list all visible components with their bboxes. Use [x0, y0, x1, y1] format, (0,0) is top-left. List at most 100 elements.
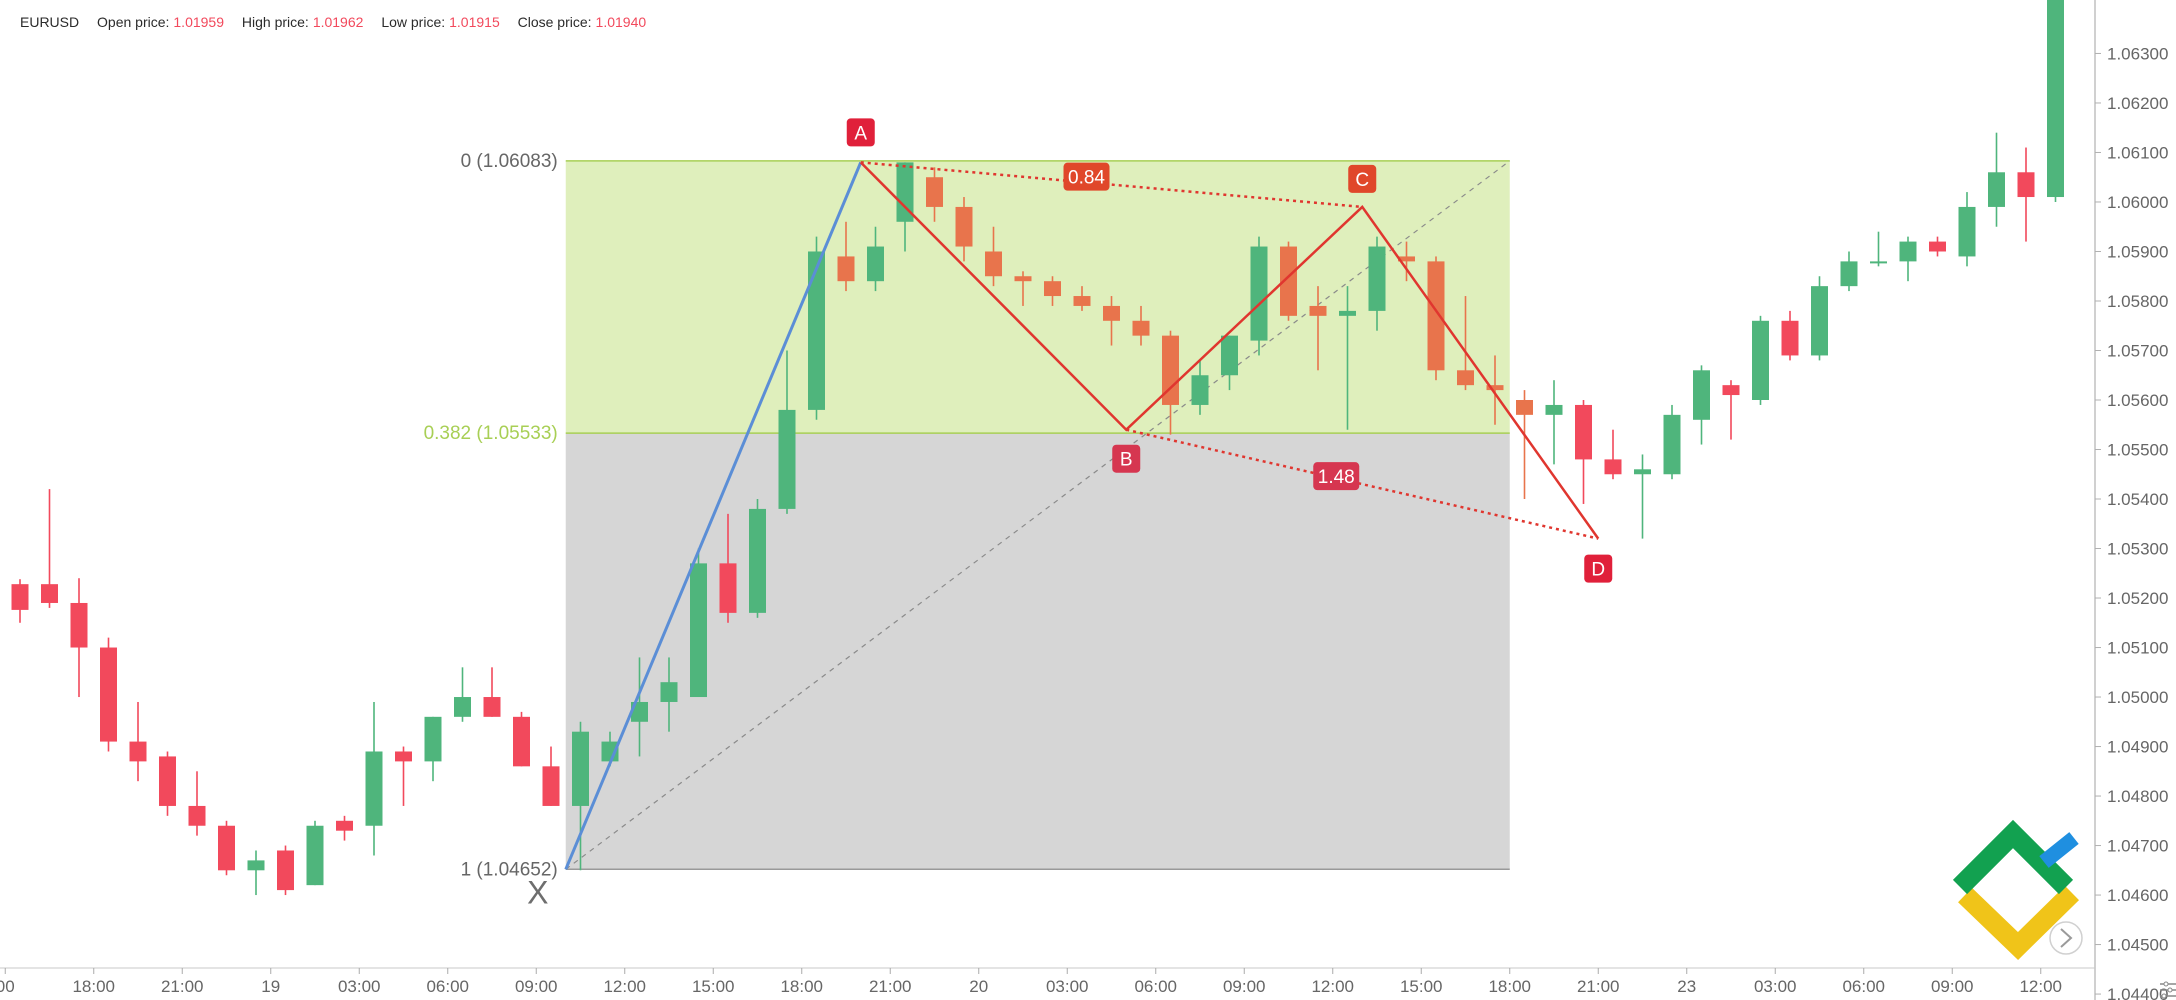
candle [1958, 192, 1976, 267]
candle-body [660, 682, 678, 702]
logo-blue-stroke [2039, 832, 2079, 868]
time-tick-label: 19 [261, 977, 280, 996]
point-label-b-text: B [1120, 450, 1133, 471]
candle-body [1899, 241, 1917, 262]
candle-body [11, 584, 29, 610]
price-axis[interactable]: 1.04400 1.04500 1.04600 1.04700 1.04800 1.049… [2094, 0, 2168, 1000]
candle-body [896, 162, 914, 222]
point-label-d-bg [1584, 554, 1613, 583]
candle-body [1722, 385, 1740, 396]
price-tick-label: 1.06100 [2107, 143, 2168, 162]
price-tick-label: 1.05500 [2107, 441, 2168, 460]
point-label-d-text: D [1591, 560, 1605, 581]
candle [1899, 236, 1917, 282]
candle-body [985, 251, 1002, 277]
chevron-right-icon [2060, 928, 2073, 948]
point-label-b-bg [1112, 444, 1141, 473]
candles [11, 0, 2064, 896]
candle-body [1781, 320, 1799, 356]
time-tick-label: 06:00 [1842, 977, 1885, 996]
candle [1634, 454, 1651, 539]
point-label-x: X [527, 874, 548, 910]
candle-body [424, 716, 442, 762]
ratio-bd-label: 1.48 [1313, 462, 1360, 491]
time-tick-label: 15:00 [1400, 977, 1443, 996]
brand-logo [1952, 819, 2080, 960]
candle-body [1486, 385, 1504, 391]
candle [218, 820, 235, 876]
candle-body [129, 741, 147, 762]
price-tick-label: 1.05100 [2107, 639, 2168, 658]
axis-settings-icon[interactable] [2160, 981, 2176, 999]
price-tick-label: 1.06000 [2107, 193, 2168, 212]
candle [247, 850, 265, 896]
candle-body [1191, 375, 1209, 405]
logo-green-chevron [1952, 819, 2074, 895]
point-label-d: D [1584, 554, 1613, 583]
time-tick-label: 09:00 [1931, 977, 1974, 996]
candle [1368, 236, 1386, 331]
time-tick-label: 18:00 [1488, 977, 1531, 996]
time-axis[interactable]: 00 18:00 21:00 19 03:00 06:00 09:00 12:00 15:00 1… [0, 967, 2095, 996]
price-tick-label: 1.04800 [2107, 787, 2168, 806]
price-tick-label: 1.04400 [2107, 985, 2168, 1000]
xa-leg [564, 161, 863, 870]
candle-body [1250, 246, 1268, 341]
time-tick-label: 12:00 [2019, 977, 2062, 996]
ohlc-legend: EURUSD Open price: 1.01959 High price: 1.0… [20, 14, 646, 30]
price-tick-label: 1.05800 [2107, 292, 2168, 311]
candle [1722, 380, 1740, 440]
candle-body [188, 805, 206, 826]
candle [1398, 241, 1415, 282]
price-tick-label: 1.05700 [2107, 341, 2168, 360]
fib-level-label: 1 (1.04652) [461, 859, 558, 880]
candle [1221, 335, 1238, 391]
candle-body [1663, 414, 1681, 475]
candle-body [277, 850, 294, 891]
time-tick-label: 18:00 [780, 977, 823, 996]
candle-body [1309, 305, 1327, 316]
candle [1545, 380, 1563, 465]
candle [1427, 256, 1445, 381]
scroll-right-button[interactable] [2049, 921, 2083, 955]
time-tick-label: 20 [969, 977, 988, 996]
time-tick-label: 00 [0, 977, 15, 996]
high-price-value: 1.01962 [312, 14, 364, 30]
candle-body [306, 825, 324, 886]
candle-body [1162, 335, 1179, 405]
candle [1929, 236, 1946, 257]
candle-body [218, 825, 235, 871]
candle-body [1870, 261, 1887, 264]
candle-body [808, 251, 825, 410]
price-tick-label: 1.06200 [2107, 94, 2168, 113]
candle [159, 751, 176, 816]
candle [955, 197, 973, 262]
time-tick-label: 09:00 [1223, 977, 1266, 996]
point-label-a-text: A [854, 123, 867, 144]
low-price-value: 1.01915 [449, 14, 500, 30]
candle [572, 721, 589, 871]
candle [837, 221, 855, 292]
candle [1604, 429, 1622, 480]
price-tick-label: 1.05400 [2107, 490, 2168, 509]
point-label-b: B [1112, 444, 1141, 473]
candle [336, 815, 353, 841]
time-tick-label: 12:00 [603, 977, 646, 996]
open-price-label: Open price: [97, 14, 170, 30]
price-tick-label: 1.05600 [2107, 391, 2168, 410]
candle [1132, 305, 1150, 346]
candle-body [1545, 404, 1563, 415]
candle [424, 716, 442, 782]
candle [1250, 236, 1268, 356]
price-tick-label: 1.04600 [2107, 886, 2168, 905]
candle-body [1516, 400, 1533, 415]
point-label-c: C [1348, 164, 1377, 193]
candle [1988, 132, 2005, 227]
candle-body [1073, 296, 1091, 306]
price-tick-label: 1.05900 [2107, 242, 2168, 261]
candle-body [100, 647, 117, 742]
time-tick-label: 06:00 [426, 977, 469, 996]
candle-body [483, 697, 501, 717]
time-tick-label: 03:00 [338, 977, 381, 996]
